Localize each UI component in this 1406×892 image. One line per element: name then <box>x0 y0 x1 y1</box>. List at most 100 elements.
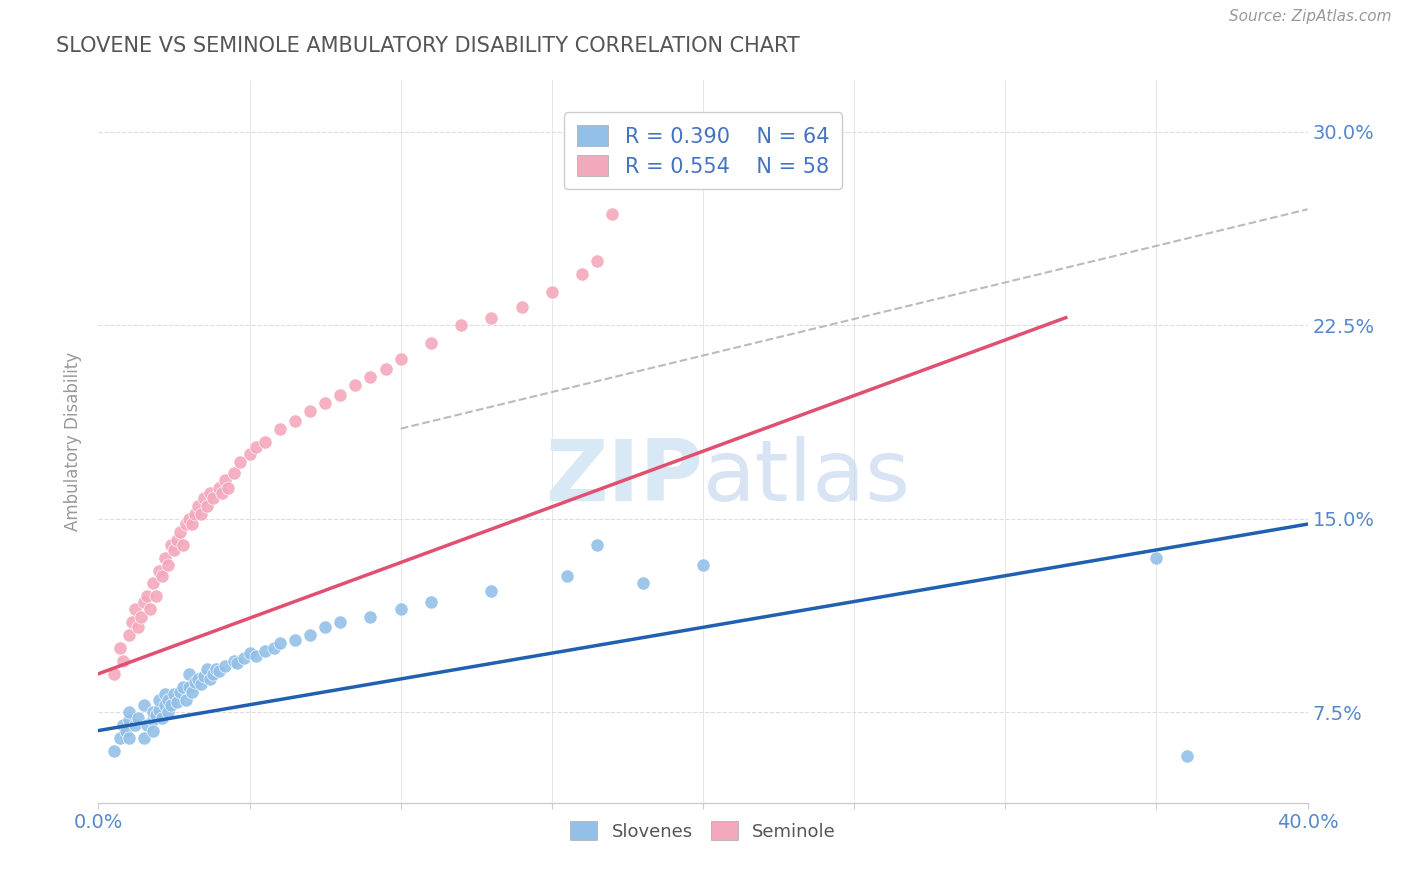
Point <box>602 207 624 221</box>
Point <box>253 643 276 657</box>
Point <box>208 481 231 495</box>
Point <box>156 706 179 720</box>
Point <box>555 568 578 582</box>
Legend: Slovenes, Seminole: Slovenes, Seminole <box>560 811 846 852</box>
Point <box>148 703 170 717</box>
Point <box>121 615 143 630</box>
Point <box>202 666 225 681</box>
Point <box>284 414 307 428</box>
Point <box>540 285 562 299</box>
Point <box>692 558 714 573</box>
Point <box>163 542 186 557</box>
Point <box>202 491 225 506</box>
Point <box>132 731 155 746</box>
Point <box>150 568 173 582</box>
Point <box>108 640 131 655</box>
Text: atlas: atlas <box>703 436 911 519</box>
Point <box>263 640 285 655</box>
Point <box>174 692 197 706</box>
Point <box>135 718 157 732</box>
Point <box>284 633 307 648</box>
Point <box>374 362 396 376</box>
Point <box>103 666 125 681</box>
Point <box>314 620 336 634</box>
Point <box>389 351 412 366</box>
Point <box>169 685 191 699</box>
Point <box>129 610 152 624</box>
Point <box>450 318 472 333</box>
Point <box>269 422 291 436</box>
Point <box>211 486 233 500</box>
Point <box>205 662 228 676</box>
Point <box>269 636 291 650</box>
Point <box>299 628 322 642</box>
Point <box>631 576 654 591</box>
Point <box>124 602 146 616</box>
Point <box>145 590 167 604</box>
Point <box>184 507 207 521</box>
Point <box>135 590 157 604</box>
Point <box>239 646 262 660</box>
Point <box>193 491 215 506</box>
Point <box>420 336 443 351</box>
Point <box>420 594 443 608</box>
Point <box>190 677 212 691</box>
Point <box>179 680 201 694</box>
Point <box>226 657 249 671</box>
Point <box>103 744 125 758</box>
Point <box>139 602 162 616</box>
Point <box>150 711 173 725</box>
Point <box>132 698 155 712</box>
Point <box>224 654 246 668</box>
Point <box>166 695 188 709</box>
Point <box>187 672 209 686</box>
Text: ZIP: ZIP <box>546 436 703 519</box>
Point <box>195 662 218 676</box>
Point <box>132 594 155 608</box>
Point <box>181 517 204 532</box>
Point <box>163 687 186 701</box>
Point <box>160 538 183 552</box>
Point <box>111 718 134 732</box>
Point <box>127 711 149 725</box>
Point <box>118 706 141 720</box>
Point <box>360 370 382 384</box>
Point <box>481 584 503 599</box>
Point <box>344 377 367 392</box>
Y-axis label: Ambulatory Disability: Ambulatory Disability <box>65 352 83 531</box>
Point <box>160 698 183 712</box>
Point <box>200 672 222 686</box>
Point <box>148 692 170 706</box>
Point <box>232 651 254 665</box>
Point <box>142 723 165 738</box>
Point <box>190 507 212 521</box>
Point <box>184 674 207 689</box>
Point <box>193 669 215 683</box>
Point <box>124 718 146 732</box>
Point <box>481 310 503 325</box>
Point <box>142 706 165 720</box>
Point <box>245 648 267 663</box>
Point <box>179 512 201 526</box>
Point <box>127 620 149 634</box>
Text: Source: ZipAtlas.com: Source: ZipAtlas.com <box>1229 9 1392 24</box>
Point <box>181 685 204 699</box>
Point <box>118 628 141 642</box>
Point <box>172 538 194 552</box>
Point <box>208 664 231 678</box>
Point <box>174 517 197 532</box>
Point <box>114 723 136 738</box>
Point <box>245 440 267 454</box>
Point <box>299 403 322 417</box>
Point <box>172 680 194 694</box>
Point <box>253 434 276 449</box>
Point <box>142 576 165 591</box>
Point <box>169 524 191 539</box>
Point <box>571 267 593 281</box>
Point <box>1144 550 1167 565</box>
Point <box>148 564 170 578</box>
Point <box>1175 749 1198 764</box>
Point <box>239 447 262 461</box>
Point <box>510 301 533 315</box>
Point <box>586 253 609 268</box>
